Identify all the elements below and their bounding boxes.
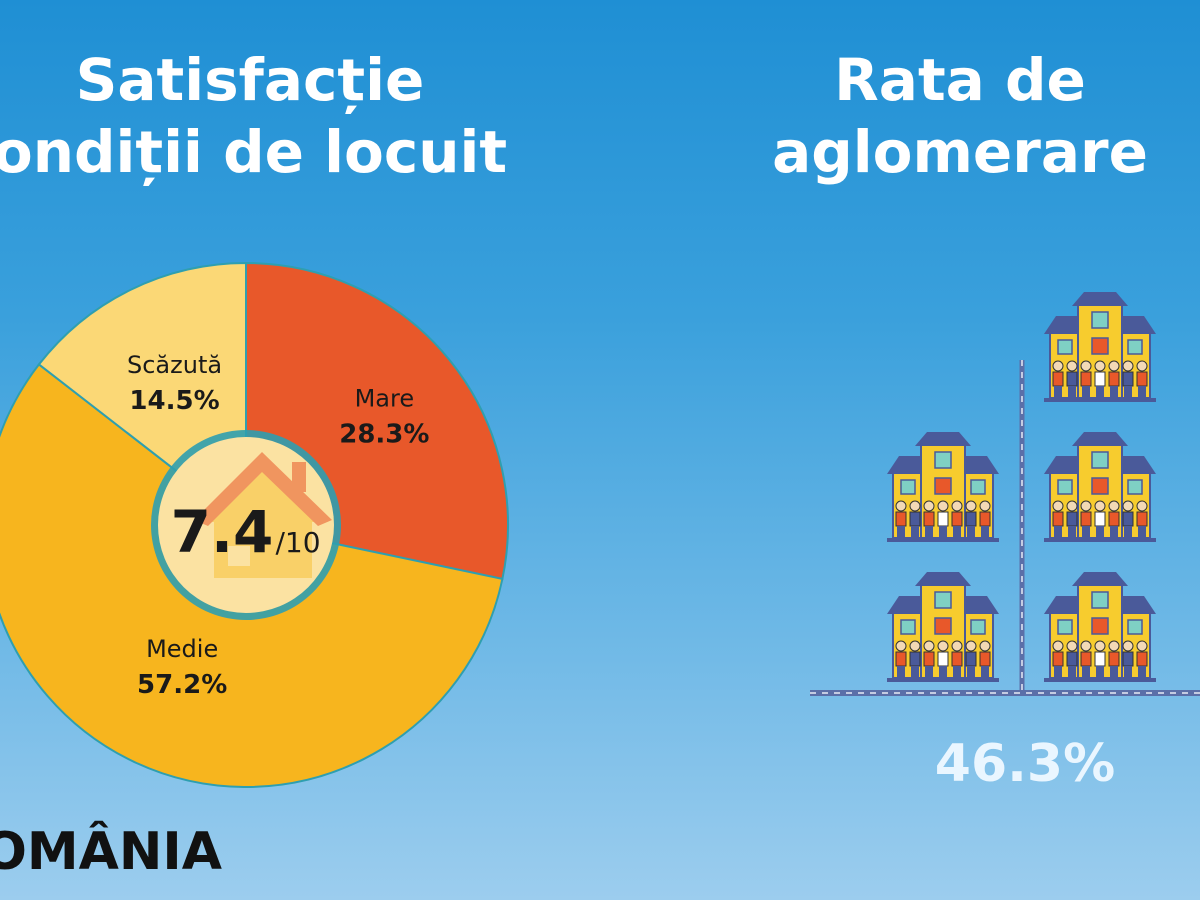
crowding-title-line2: aglomerare <box>772 118 1148 186</box>
crowded-houses <box>887 292 1156 682</box>
crowding-rate-value: 46.3% <box>934 734 1116 794</box>
house-with-family-icon <box>1044 432 1156 542</box>
pie-label-value: 28.3% <box>339 420 429 450</box>
house-with-family-icon <box>1044 292 1156 402</box>
house-with-family-icon <box>1044 572 1156 682</box>
satisfaction-title-line1: Satisfacție <box>75 46 425 114</box>
score-value: 7.4 <box>171 498 274 566</box>
pie-label-name: Scăzută <box>127 351 222 379</box>
pie-label-value: 14.5% <box>129 386 219 416</box>
satisfaction-title-line2: ondiții de locuit <box>0 118 508 186</box>
pie-label-name: Medie <box>146 635 218 663</box>
crowding-title: Rata de aglomerare <box>740 44 1180 188</box>
score-max: /10 <box>275 526 320 559</box>
house-with-family-icon <box>887 572 999 682</box>
pie-center: 7.4 /10 <box>151 430 341 620</box>
crowding-axis <box>810 360 1200 696</box>
pie-label-name: Mare <box>355 385 415 413</box>
house-icon <box>194 452 332 578</box>
crowding-title-line1: Rata de <box>834 46 1086 114</box>
satisfaction-title: Satisfacție ondiții de locuit <box>0 44 540 188</box>
pie-label-value: 57.2% <box>137 670 227 700</box>
country-label: OMÂNIA <box>0 822 222 882</box>
country-label-box: OMÂNIA <box>0 820 230 890</box>
pie-slice-labels: Mare 28.3% Medie 57.2% Scăzută 14.5% <box>127 351 429 700</box>
house-with-family-icon <box>887 432 999 542</box>
